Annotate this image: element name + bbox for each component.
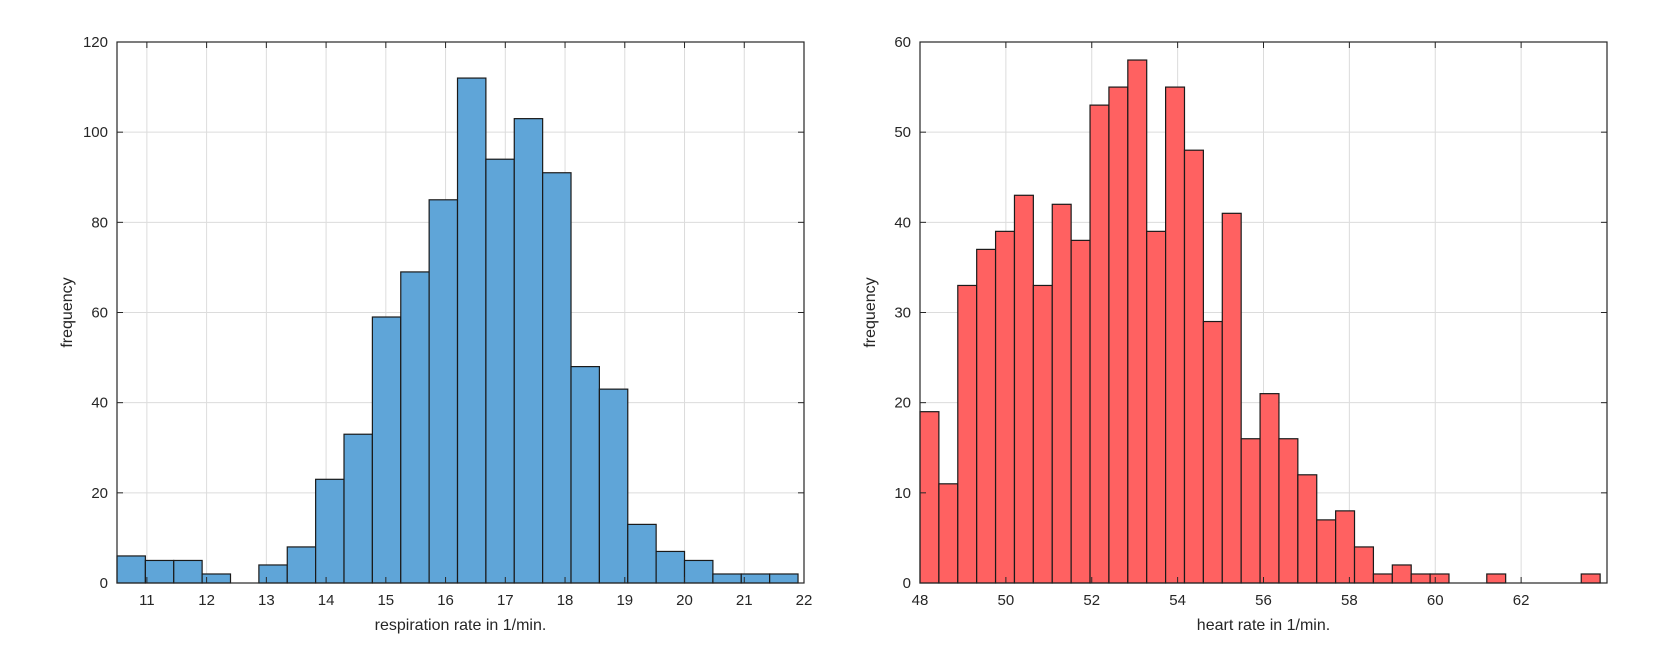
x-tick-label: 12: [198, 592, 215, 609]
histogram-bar: [1391, 564, 1412, 584]
y-tick-label: 50: [894, 124, 911, 141]
x-tick-label: 13: [258, 592, 275, 609]
histogram-bar: [1353, 546, 1375, 584]
histogram-bar: [286, 546, 317, 584]
y-tick-label: 60: [91, 305, 108, 322]
respiration-rate-histogram: 11 12 13 14 15 16 17 18 19 20 21 22 0 20 40 60 80 100 120 r…: [59, 34, 812, 634]
x-tick-label: 54: [1169, 592, 1186, 609]
histogram-bar: [1410, 573, 1431, 584]
histogram-bar: [542, 172, 572, 584]
heart-rate-histogram: 48 50 52 54 56 58 60 62 0 10 20 30 40 50 60 heart rate …: [862, 34, 1608, 634]
histogram-bar: [1013, 194, 1034, 584]
y-tick-label: 100: [83, 124, 108, 141]
histogram-bar: [1429, 573, 1450, 584]
histogram-bar: [485, 158, 515, 584]
y-tick-label: 20: [91, 485, 108, 502]
histogram-bar: [456, 77, 487, 584]
x-tick-label: 56: [1255, 592, 1272, 609]
histogram-bar: [712, 573, 742, 584]
histogram-bar: [513, 118, 544, 584]
histogram-bar: [919, 411, 940, 584]
histogram-bar: [1221, 212, 1242, 584]
histogram-bar: [598, 388, 629, 584]
histogram-bar: [1297, 474, 1318, 584]
histogram-bar: [371, 316, 402, 584]
y-axis-label: frequency: [862, 277, 879, 347]
histogram-bar: [1089, 104, 1110, 584]
y-tick-label: 10: [894, 485, 911, 502]
x-tick-label: 20: [676, 592, 693, 609]
y-tick-label: 40: [894, 214, 911, 231]
y-tick-label: 20: [894, 395, 911, 412]
x-tick-label: 48: [912, 592, 929, 609]
x-tick-label: 14: [318, 592, 335, 609]
x-axis-label: respiration rate in 1/min.: [375, 617, 547, 634]
y-tick-label: 80: [91, 214, 108, 231]
histogram-bar: [428, 199, 459, 584]
histogram-bar: [627, 523, 657, 584]
x-tick-label: 18: [557, 592, 574, 609]
histogram-bar: [655, 550, 686, 584]
x-tick-label: 17: [497, 592, 514, 609]
histogram-bar: [258, 564, 288, 584]
x-tick-label: 16: [437, 592, 454, 609]
x-tick-label: 19: [616, 592, 633, 609]
histogram-bar: [400, 271, 430, 584]
x-axis-label: heart rate in 1/min.: [1197, 617, 1330, 634]
y-tick-label: 30: [894, 305, 911, 322]
histogram-bar: [976, 248, 997, 584]
histogram-bar: [938, 483, 959, 584]
histogram-bar: [144, 559, 175, 584]
x-tick-label: 60: [1427, 592, 1444, 609]
histogram-bar: [1486, 573, 1507, 584]
y-tick-label: 0: [100, 575, 108, 592]
histogram-bar: [343, 433, 373, 584]
y-tick-label: 40: [91, 395, 108, 412]
histogram-bar: [1372, 573, 1393, 584]
histogram-bar: [173, 559, 203, 584]
histogram-bar: [683, 559, 714, 584]
histogram-bar: [769, 573, 799, 584]
x-tick-label: 15: [377, 592, 394, 609]
y-tick-label: 60: [894, 34, 911, 51]
histogram-bar: [1127, 59, 1148, 584]
histogram-bar: [994, 230, 1016, 584]
histogram-bar: [1580, 573, 1601, 584]
histogram-bar: [1335, 510, 1356, 584]
histogram-bar: [1070, 239, 1091, 584]
y-axis-label: frequency: [59, 277, 76, 347]
histogram-bar: [1051, 203, 1072, 584]
x-tick-label: 58: [1341, 592, 1358, 609]
histogram-bar: [1146, 230, 1167, 584]
histogram-bar: [1316, 519, 1337, 584]
histogram-bar: [957, 284, 978, 584]
histogram-bar: [1183, 149, 1204, 584]
histogram-bar: [740, 573, 771, 584]
histogram-bar: [1240, 438, 1261, 584]
x-tick-label: 52: [1083, 592, 1100, 609]
x-tick-label: 22: [796, 592, 813, 609]
histogram-bar: [1259, 393, 1280, 584]
y-tick-label: 0: [903, 575, 911, 592]
histogram-bar: [315, 478, 345, 584]
y-tick-label: 120: [83, 34, 108, 51]
x-tick-label: 21: [736, 592, 753, 609]
x-tick-label: 62: [1513, 592, 1530, 609]
histogram-bar: [116, 555, 146, 584]
histogram-bar: [1108, 86, 1129, 584]
histogram-bar: [1165, 86, 1186, 584]
histogram-bar: [1202, 320, 1223, 584]
histogram-bar: [570, 366, 600, 584]
histogram-bar: [1032, 284, 1053, 584]
x-tick-label: 11: [139, 592, 155, 609]
x-tick-label: 50: [998, 592, 1015, 609]
histogram-bar: [1278, 438, 1299, 584]
